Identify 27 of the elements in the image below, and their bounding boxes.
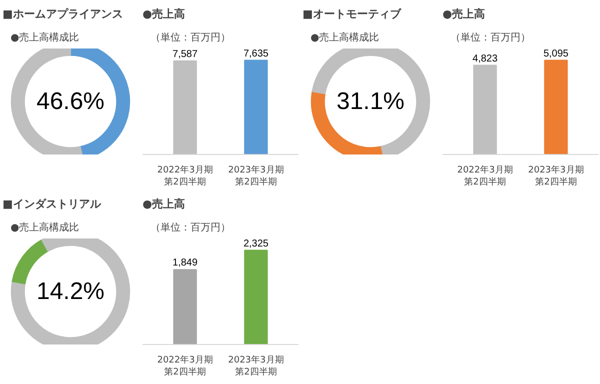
text: 14.2% (36, 278, 105, 305)
chart-title: ●売上高 (142, 8, 186, 20)
chart-subtitle: （単位：百万円） (150, 222, 230, 234)
chart-subtitle: （単位：百万円） (150, 32, 230, 44)
data-label: 7,587 (172, 48, 198, 60)
data-label: 2,325 (243, 238, 269, 250)
x-tick-label: 2022年3月期第2四半期 (457, 164, 513, 188)
x-tick-label: 2023年3月期第2四半期 (228, 354, 284, 378)
x-tick-label: 2022年3月期第2四半期 (157, 164, 213, 188)
x-tick-label: 2022年3月期第2四半期 (157, 354, 213, 378)
text: 31.1% (336, 88, 405, 115)
chart-subtitle: （単位：百万円） (450, 32, 530, 44)
data-label: 5,095 (543, 48, 569, 60)
x-tick-label: 2023年3月期第2四半期 (528, 164, 584, 188)
text: 46.6% (36, 88, 105, 115)
chart-title: ■ホームアプライアンス (2, 8, 123, 20)
data-label: 7,635 (243, 48, 269, 60)
chart-title: ●売上高 (442, 8, 486, 20)
chart-subtitle: ●売上高構成比 (10, 32, 80, 44)
chart-title: ●売上高 (142, 198, 186, 210)
data-label: 1,849 (172, 258, 198, 269)
chart-title: ■インダストリアル (2, 198, 102, 210)
chart-subtitle: ●売上高構成比 (310, 32, 380, 44)
chart-title: ■オートモーティブ (302, 8, 402, 20)
data-label: 4,823 (472, 53, 498, 64)
chart-subtitle: ●売上高構成比 (10, 222, 80, 234)
x-tick-label: 2023年3月期第2四半期 (228, 164, 284, 188)
